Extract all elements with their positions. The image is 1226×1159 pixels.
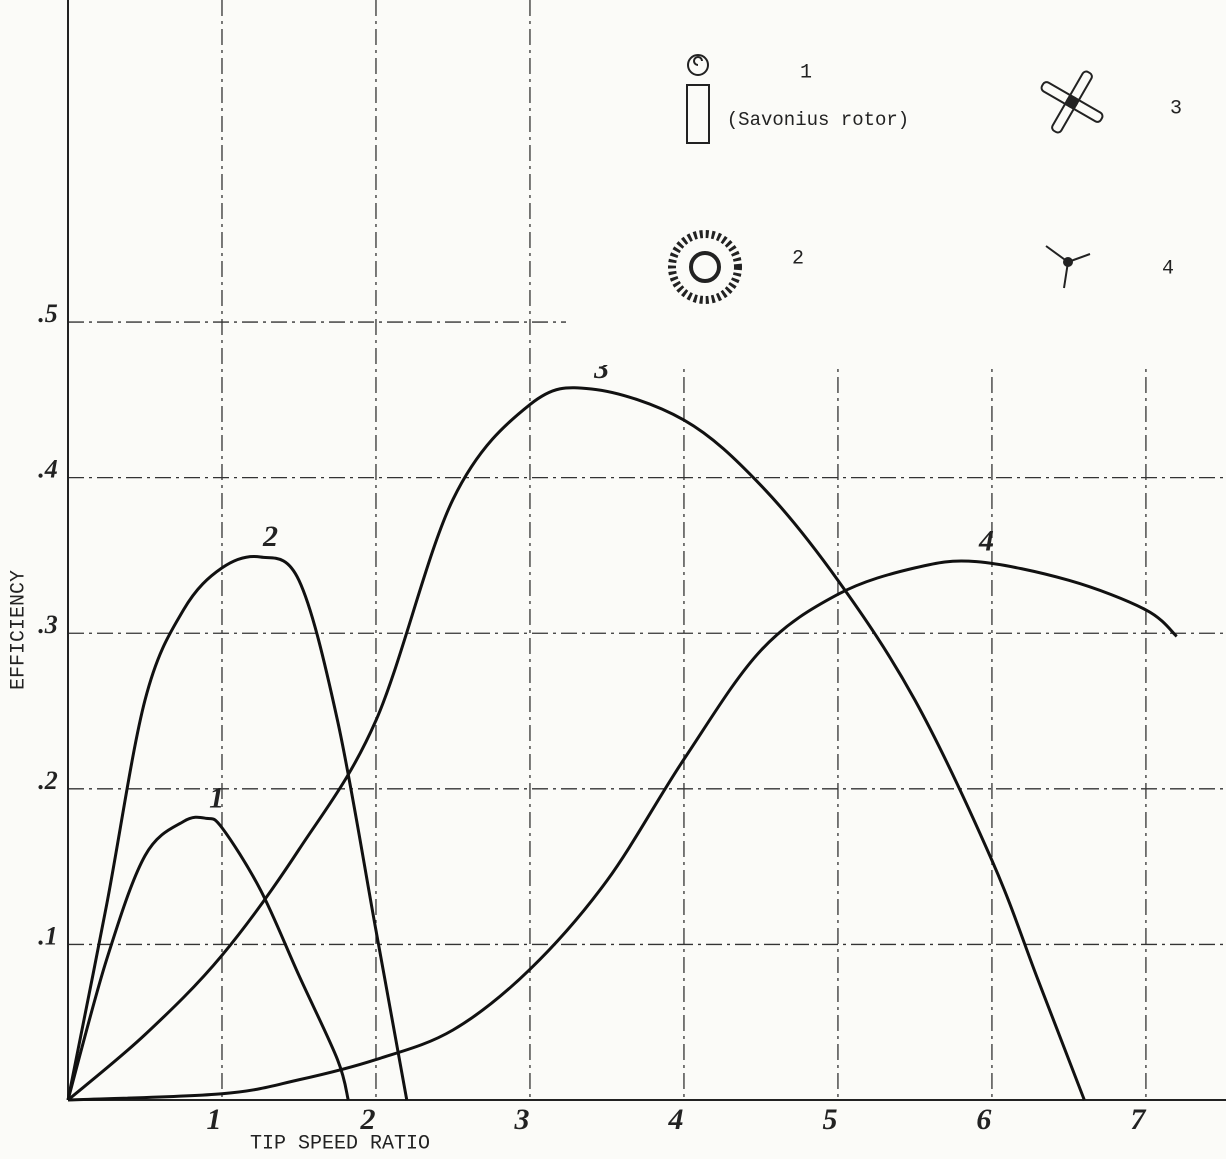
curve-label: 4 <box>978 525 994 558</box>
y-tick-label: .1 <box>38 921 58 950</box>
x-tick-label: 1 <box>206 1103 221 1136</box>
series-line <box>68 388 1084 1100</box>
legend-label: 1 <box>800 61 812 84</box>
x-tick-label: 2 <box>359 1103 375 1136</box>
y-axis-label: EFFICIENCY <box>7 570 30 690</box>
legend-box <box>566 0 1226 365</box>
x-axis-label: TIP SPEED RATIO <box>250 1132 430 1155</box>
legend-label: 3 <box>1170 97 1182 120</box>
y-tick-label: .2 <box>38 766 58 795</box>
series-line <box>68 561 1177 1100</box>
y-tick-label: .4 <box>38 455 58 484</box>
legend-label: 2 <box>792 247 804 270</box>
x-tick-label: 3 <box>513 1103 529 1136</box>
series-line <box>68 817 348 1100</box>
y-tick-label: .3 <box>38 610 58 639</box>
x-tick-label: 4 <box>667 1103 683 1136</box>
chart: 1 2 3 4 1 (Savonius rotor) 2 3 4 TIP SPEED RATI… <box>0 0 1226 1159</box>
x-tick-label: 6 <box>976 1103 991 1136</box>
legend-label: 4 <box>1162 257 1174 280</box>
legend-note: (Savonius rotor) <box>727 109 909 131</box>
y-tick-label: .5 <box>38 299 58 328</box>
x-tick-label: 5 <box>822 1103 837 1136</box>
x-tick-label: 7 <box>1130 1103 1146 1136</box>
series-line <box>68 556 407 1100</box>
curve-label: 2 <box>262 520 278 553</box>
curve-label: 1 <box>209 781 224 814</box>
